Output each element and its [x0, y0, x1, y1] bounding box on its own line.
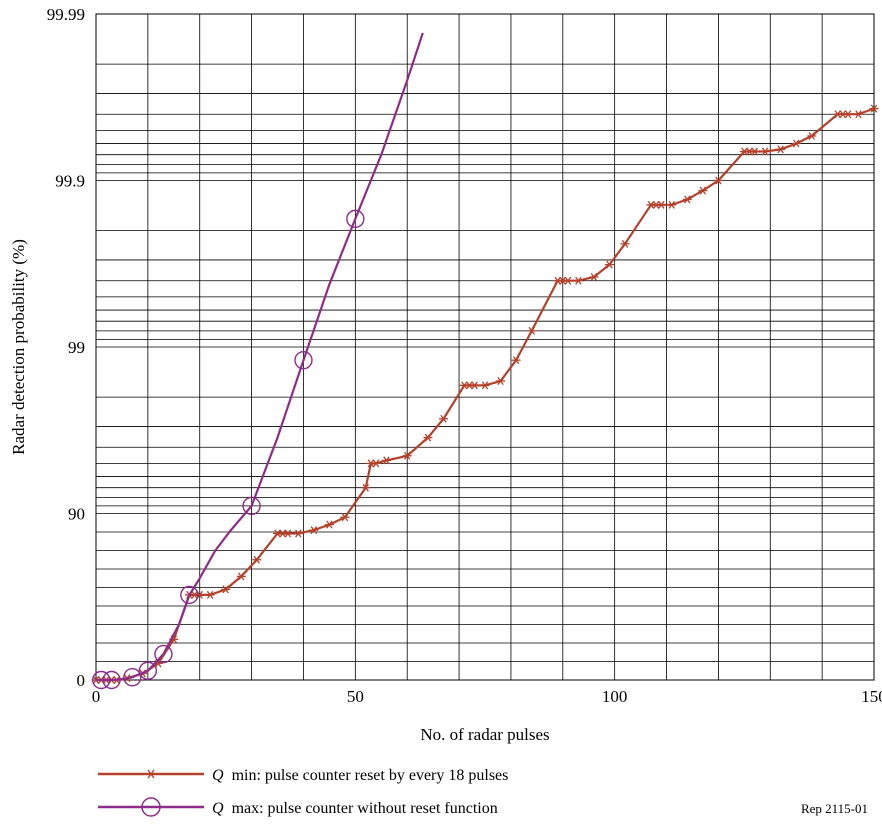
data-point-q-max	[346, 209, 365, 229]
data-point-q-min	[620, 239, 630, 248]
plot-frame	[95, 13, 875, 681]
data-point-q-min	[791, 139, 801, 148]
legend-text-min: min: pulse counter reset by every 18 pul…	[232, 767, 509, 784]
data-point-q-min	[205, 590, 215, 599]
legend-q-prefix-max: Q	[212, 800, 224, 817]
data-point-q-min	[371, 459, 381, 468]
legend-label-q-min: Q min: pulse counter reset by every 18 p…	[212, 767, 508, 784]
x-tick-label: 0	[92, 687, 101, 706]
data-point-q-min	[340, 513, 350, 522]
series-layer	[91, 32, 879, 690]
data-point-q-min	[381, 456, 391, 465]
data-point-q-min	[667, 200, 677, 209]
data-point-q-min	[807, 131, 817, 140]
data-point-q-min	[293, 529, 303, 538]
data-point-q-min	[682, 195, 692, 204]
data-point-q-min	[236, 572, 246, 581]
data-point-q-min	[283, 529, 293, 538]
data-point-q-max	[91, 670, 111, 690]
data-point-q-max	[180, 585, 199, 605]
data-point-q-min	[309, 526, 319, 535]
data-point-q-max	[242, 496, 261, 516]
data-point-q-min	[589, 273, 599, 282]
data-point-q-max	[294, 350, 313, 370]
data-point-q-min	[604, 260, 614, 269]
data-point-q-min	[496, 376, 506, 385]
data-point-q-min	[760, 147, 770, 156]
y-tick-label: 90	[68, 505, 85, 524]
grid	[96, 14, 874, 680]
data-point-q-min	[324, 520, 334, 529]
y-tick-label: 99.9	[55, 172, 85, 191]
x-axis-title: No. of radar pulses	[420, 725, 549, 744]
data-point-q-min	[750, 147, 760, 156]
data-point-q-min	[776, 145, 786, 154]
tick-labels: 0 50 100 150 0 90 99 99.9 99.99	[47, 5, 882, 706]
data-point-q-max	[102, 670, 121, 690]
data-point-q-min	[511, 356, 521, 365]
data-point-q-max	[154, 644, 173, 664]
data-point-q-min	[713, 176, 723, 185]
data-point-q-min	[423, 433, 433, 442]
data-point-q-min	[527, 326, 537, 335]
legend-marker-asterisk	[146, 769, 156, 779]
x-tick-label: 150	[861, 687, 882, 706]
data-point-q-min	[573, 276, 583, 285]
data-point-q-min	[480, 381, 490, 390]
data-point-q-min	[361, 483, 371, 492]
legend-entry-q-max: Q max: pulse counter without reset funct…	[98, 797, 498, 817]
data-point-q-min	[843, 110, 853, 119]
y-tick-label: 0	[77, 671, 86, 690]
reference-code: Rep 2115-01	[801, 801, 868, 816]
legend-q-prefix-min: Q	[212, 767, 224, 784]
data-point-q-min	[402, 451, 412, 460]
legend-marker-circle	[141, 797, 161, 817]
legend-text-max: max: pulse counter without reset functio…	[232, 800, 498, 817]
data-point-q-min	[563, 276, 573, 285]
data-point-q-min	[470, 381, 480, 390]
legend-label-q-max: Q max: pulse counter without reset funct…	[212, 800, 498, 817]
data-point-q-min	[221, 585, 231, 594]
data-point-q-min	[853, 110, 863, 119]
y-tick-label: 99	[68, 338, 85, 357]
data-point-q-max	[138, 661, 158, 680]
x-tick-label: 50	[347, 687, 364, 706]
legend: Q min: pulse counter reset by every 18 p…	[98, 767, 508, 817]
legend-asterisk	[146, 769, 156, 779]
data-point-q-min	[698, 186, 708, 195]
y-tick-label: 99.99	[47, 5, 85, 24]
data-point-q-min	[439, 414, 449, 423]
data-point-q-min	[869, 104, 879, 113]
x-tick-label: 100	[602, 687, 628, 706]
y-axis-title: Radar detection probability (%)	[9, 239, 28, 455]
legend-entry-q-min: Q min: pulse counter reset by every 18 p…	[98, 767, 508, 784]
data-point-q-max	[123, 668, 142, 687]
data-point-q-min	[252, 555, 262, 564]
data-point-q-min	[656, 200, 666, 209]
